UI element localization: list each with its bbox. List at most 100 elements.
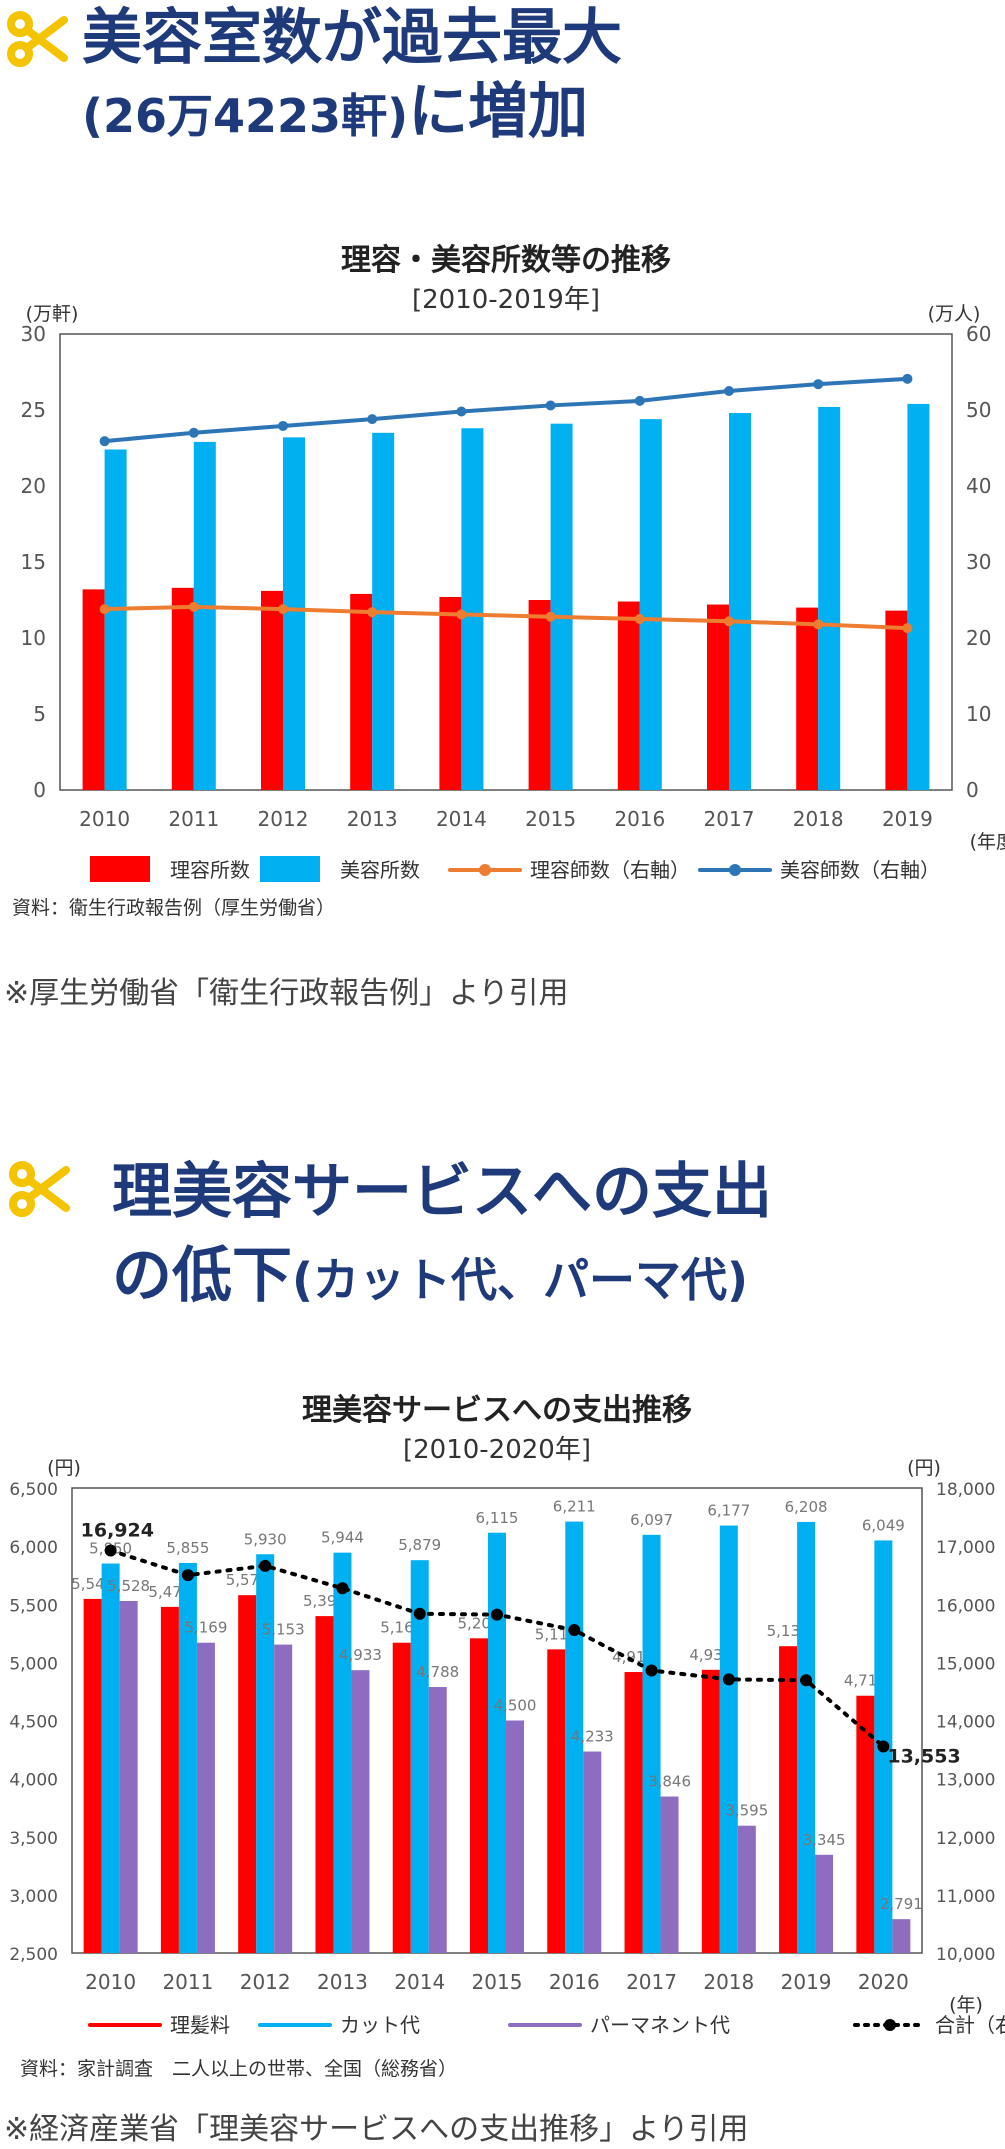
data-label: 6,177 <box>707 1502 750 1520</box>
bar-1 <box>439 596 462 790</box>
bar-3 <box>583 1751 602 1953</box>
line-point <box>104 1544 117 1557</box>
y-tick-label-left: 3,500 <box>9 1829 58 1849</box>
y-tick-label-right: 20 <box>966 626 991 650</box>
y-tick-label-left: 4,500 <box>9 1713 58 1733</box>
bar-2 <box>797 1521 816 1953</box>
legend-label: 美容所数 <box>340 858 420 882</box>
y-tick-label-right: 0 <box>966 778 979 802</box>
y-tick-label-right: 17,000 <box>936 1538 995 1558</box>
line-point <box>259 1559 272 1572</box>
x-axis-unit: (年度) <box>970 831 1005 853</box>
legend-marker <box>479 864 491 876</box>
bar-2 <box>104 449 127 790</box>
y-tick-label-left: 15 <box>21 550 46 574</box>
data-label: 6,115 <box>476 1509 519 1527</box>
y-tick-label-left: 2,500 <box>9 1945 58 1965</box>
data-label: 6,208 <box>785 1498 828 1516</box>
data-label: 5,153 <box>262 1621 305 1639</box>
y-tick-label-right: 30 <box>966 550 991 574</box>
section1-title-line1: 美容室数が過去最大 <box>82 3 622 73</box>
legend-swatch <box>260 856 320 882</box>
section2-title-paren: (カット代、パーマ代) <box>292 1253 749 1307</box>
bar-1 <box>624 1672 643 1953</box>
y-tick-label-left: 20 <box>21 474 46 498</box>
right-axis-unit: (万人) <box>928 303 981 325</box>
line-point <box>724 386 734 396</box>
x-tick-label: 2013 <box>317 1970 368 1994</box>
x-tick-label: 2012 <box>258 807 309 831</box>
x-tick-label: 2011 <box>168 807 219 831</box>
legend-label: 理髪料 <box>170 2013 230 2037</box>
bar-1 <box>617 601 640 790</box>
section1-source-note: ※厚生労働省「衛生行政報告例」より引用 <box>4 976 569 1011</box>
y-tick-label-left: 0 <box>33 778 46 802</box>
line-point <box>800 1674 813 1687</box>
bar-1 <box>856 1695 875 1953</box>
x-tick-label: 2017 <box>704 807 755 831</box>
line-point <box>568 1624 581 1637</box>
left-axis-unit: (円) <box>47 1457 81 1479</box>
line-point <box>722 1673 735 1686</box>
data-label: 3,345 <box>803 1831 846 1849</box>
x-tick-label: 2010 <box>85 1970 136 1994</box>
bar-1 <box>707 604 729 790</box>
bar-2 <box>488 1532 506 1953</box>
x-tick-label: 2017 <box>626 1970 677 1994</box>
y-tick-label-left: 4,000 <box>9 1771 58 1791</box>
bar-2 <box>193 441 216 790</box>
line-point <box>724 616 734 627</box>
legend-label: 理容師数（右軸） <box>530 858 690 882</box>
data-label: 6,049 <box>862 1516 905 1534</box>
legend-label: 理容所数 <box>170 858 250 882</box>
section2-heading: 理美容サービスへの支出 の低下(カット代、パーマ代) <box>112 1150 772 1322</box>
legend-label: 合計（右軸） <box>935 2013 1005 2037</box>
y-tick-label-right: 10,000 <box>936 1945 995 1965</box>
total-label-first: 16,924 <box>81 1520 154 1542</box>
x-tick-label: 2016 <box>549 1970 600 1994</box>
section2-title-line2: の低下 <box>112 1241 292 1311</box>
y-tick-label-left: 5,000 <box>9 1654 58 1674</box>
plot-area <box>59 333 953 791</box>
bar-2 <box>283 437 305 790</box>
bar-2 <box>178 1562 197 1953</box>
line-point <box>188 601 199 612</box>
bar-2 <box>550 423 573 790</box>
bar-1 <box>528 600 551 790</box>
bar-2 <box>642 1534 661 1953</box>
bar-1 <box>82 589 105 790</box>
bar-2 <box>410 1560 429 1953</box>
left-axis-unit: (万軒) <box>26 303 79 325</box>
scissors-icon <box>7 11 68 67</box>
bar-3 <box>892 1919 911 1953</box>
bar-2 <box>907 403 930 790</box>
bar-3 <box>196 1642 215 1953</box>
bar-2 <box>461 428 484 790</box>
line-point <box>181 1569 194 1582</box>
section1-heading: 美容室数が過去最大 (26万4223軒)に増加 <box>82 0 622 154</box>
section2-title-line1: 理美容サービスへの支出 <box>112 1157 772 1227</box>
y-tick-label-left: 10 <box>21 626 46 650</box>
bar-3 <box>737 1825 756 1953</box>
x-tick-label: 2015 <box>525 807 576 831</box>
x-tick-label: 2018 <box>703 1970 754 1994</box>
line-point <box>545 400 556 411</box>
y-tick-label-right: 15,000 <box>936 1654 995 1674</box>
series-line-4 <box>102 376 910 444</box>
data-label: 6,097 <box>630 1511 673 1529</box>
x-tick-label: 2010 <box>79 807 130 831</box>
bar-3 <box>351 1670 370 1953</box>
y-tick-label-left: 6,000 <box>9 1538 58 1558</box>
y-tick-label-left: 3,000 <box>9 1887 58 1907</box>
line-point <box>99 604 110 615</box>
line-point <box>902 373 913 384</box>
data-label: 5,169 <box>184 1619 227 1637</box>
section1-title-line2: に増加 <box>408 77 589 147</box>
data-label: 5,855 <box>166 1539 209 1557</box>
legend-marker <box>729 864 741 876</box>
line-point <box>278 420 288 431</box>
data-label: 5,930 <box>244 1530 287 1548</box>
x-tick-label: 2012 <box>240 1970 291 1994</box>
y-tick-label-left: 25 <box>21 398 46 422</box>
total-label-last: 13,553 <box>887 1745 960 1767</box>
